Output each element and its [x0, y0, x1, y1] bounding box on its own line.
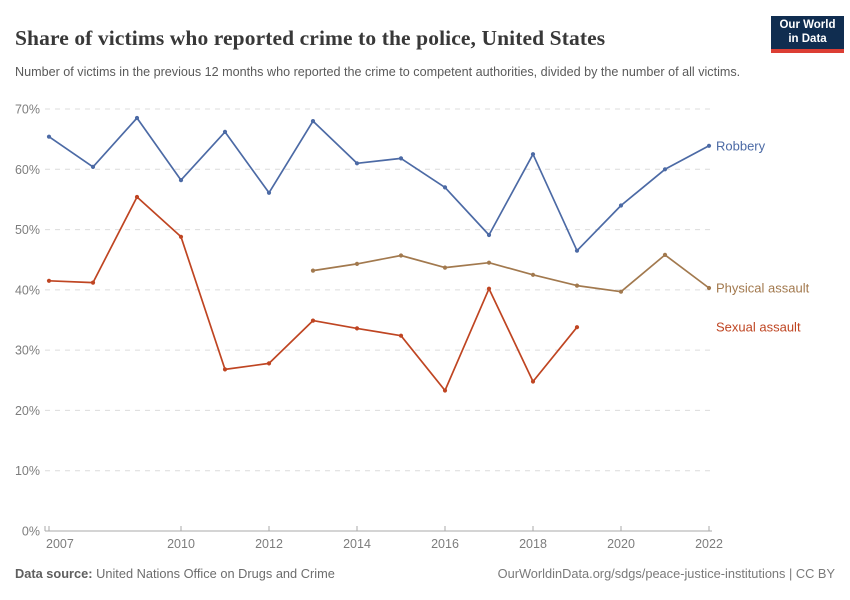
y-axis-tick-label: 60%: [15, 163, 40, 177]
y-axis-tick-label: 0%: [22, 525, 40, 539]
owid-logo-line1: Our World: [779, 19, 836, 31]
attribution-link[interactable]: OurWorldinData.org/sdgs/peace-justice-in…: [497, 566, 835, 581]
owid-logo[interactable]: Our World in Data: [771, 16, 844, 53]
data-point-sexual-assault[interactable]: [222, 367, 228, 372]
data-point-robbery[interactable]: [442, 185, 448, 190]
chart-footer: Data source: United Nations Office on Dr…: [15, 566, 835, 581]
data-point-physical-assault[interactable]: [618, 289, 624, 294]
data-point-robbery[interactable]: [310, 119, 316, 124]
chart-subtitle: Number of victims in the previous 12 mon…: [15, 64, 741, 79]
x-axis-tick-label: 2007: [46, 537, 74, 551]
x-axis-tick-label: 2010: [167, 537, 195, 551]
data-point-robbery[interactable]: [530, 152, 536, 157]
data-point-sexual-assault[interactable]: [178, 234, 184, 239]
data-point-robbery[interactable]: [706, 143, 712, 148]
data-point-robbery[interactable]: [134, 115, 140, 121]
series-label-robbery: Robbery: [716, 138, 766, 153]
data-source: Data source: United Nations Office on Dr…: [15, 566, 335, 581]
owid-logo-line2: in Data: [788, 32, 827, 45]
data-point-robbery[interactable]: [354, 161, 360, 166]
data-point-physical-assault[interactable]: [442, 265, 448, 270]
y-axis-tick-label: 20%: [15, 404, 40, 418]
data-point-physical-assault[interactable]: [354, 261, 360, 266]
x-axis-tick-label: 2014: [343, 537, 371, 551]
data-point-physical-assault[interactable]: [310, 268, 316, 273]
x-axis-tick-label: 2012: [255, 537, 283, 551]
x-axis-tick-label: 2022: [695, 537, 723, 551]
data-point-robbery[interactable]: [486, 232, 492, 238]
y-axis-tick-label: 30%: [15, 344, 40, 358]
data-source-value: United Nations Office on Drugs and Crime: [96, 566, 335, 581]
data-point-robbery[interactable]: [662, 167, 668, 172]
data-point-robbery[interactable]: [574, 248, 580, 253]
data-point-physical-assault[interactable]: [486, 260, 492, 265]
data-point-robbery[interactable]: [618, 203, 624, 208]
data-point-sexual-assault[interactable]: [46, 278, 52, 283]
data-point-robbery[interactable]: [222, 129, 228, 134]
data-point-physical-assault[interactable]: [706, 285, 712, 291]
series-line-robbery[interactable]: [48, 117, 710, 252]
data-point-physical-assault[interactable]: [530, 272, 536, 277]
x-axis-tick-label: 2016: [431, 537, 459, 551]
series-label-sexual-assault: Sexual assault: [716, 320, 801, 335]
data-point-physical-assault[interactable]: [662, 252, 668, 257]
data-point-robbery[interactable]: [398, 156, 404, 161]
data-point-robbery[interactable]: [178, 178, 184, 183]
data-point-physical-assault[interactable]: [574, 283, 580, 288]
data-point-sexual-assault[interactable]: [486, 286, 492, 291]
data-point-sexual-assault[interactable]: [442, 388, 448, 393]
y-axis-tick-label: 70%: [15, 103, 40, 117]
series-line-physical-assault[interactable]: [312, 254, 710, 293]
data-source-label: Data source:: [15, 566, 93, 581]
data-point-robbery[interactable]: [90, 164, 96, 169]
series-line-sexual-assault[interactable]: [48, 196, 578, 392]
page-title: Share of victims who reported crime to t…: [15, 26, 606, 51]
data-point-sexual-assault[interactable]: [354, 326, 360, 331]
data-point-sexual-assault[interactable]: [90, 280, 96, 285]
x-axis-tick-label: 2018: [519, 537, 547, 551]
data-point-robbery[interactable]: [46, 134, 52, 139]
data-point-sexual-assault[interactable]: [530, 379, 536, 384]
y-axis-tick-label: 40%: [15, 283, 40, 297]
series-label-physical-assault: Physical assault: [716, 281, 810, 296]
data-point-sexual-assault[interactable]: [574, 325, 580, 330]
data-point-robbery[interactable]: [266, 190, 272, 195]
data-point-physical-assault[interactable]: [398, 253, 404, 258]
y-axis-tick-label: 10%: [15, 464, 40, 478]
x-axis-tick-label: 2020: [607, 537, 635, 551]
y-axis-tick-label: 50%: [15, 223, 40, 237]
data-point-sexual-assault[interactable]: [398, 333, 404, 338]
data-point-sexual-assault[interactable]: [134, 194, 140, 200]
data-point-sexual-assault[interactable]: [266, 361, 272, 366]
data-point-sexual-assault[interactable]: [310, 318, 316, 323]
